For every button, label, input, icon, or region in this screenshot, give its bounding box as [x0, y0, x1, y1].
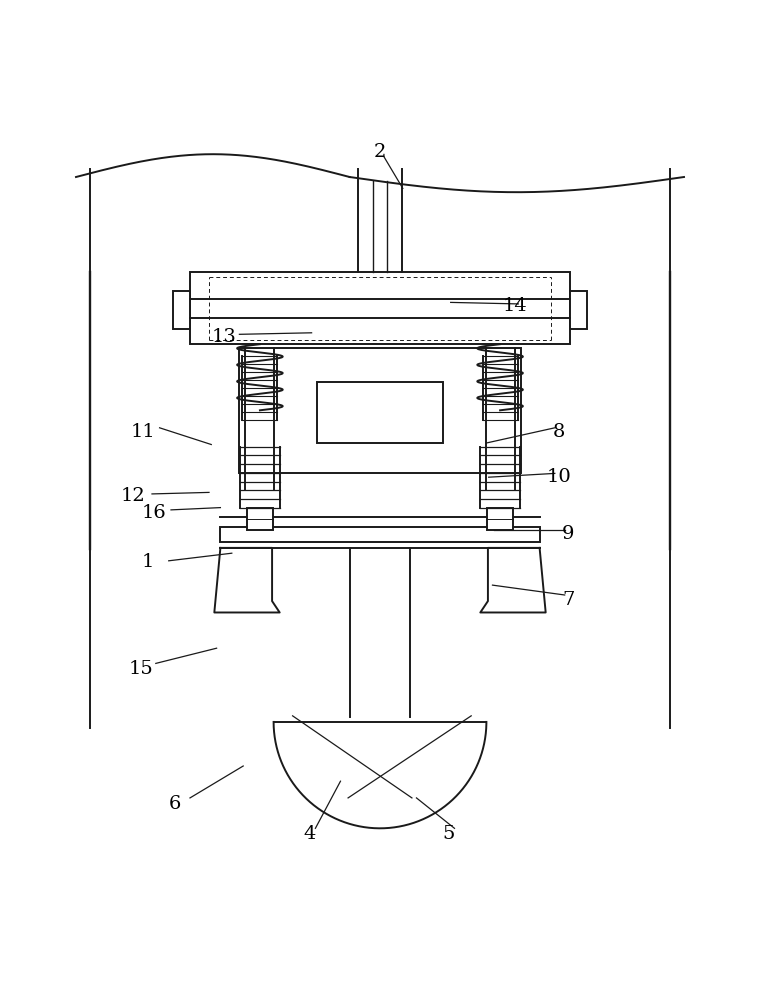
Bar	[173, 291, 190, 329]
Text: 2: 2	[374, 143, 386, 161]
Text: 9: 9	[562, 525, 575, 543]
Bar	[190, 272, 570, 344]
Text: 4: 4	[304, 825, 316, 843]
Bar	[247, 508, 273, 530]
Text: 11: 11	[131, 423, 155, 441]
Text: 7: 7	[562, 591, 575, 609]
Text: 10: 10	[546, 468, 571, 486]
Bar	[570, 291, 587, 329]
Bar	[220, 527, 540, 542]
Text: 6: 6	[169, 795, 181, 813]
Polygon shape	[214, 548, 280, 612]
Text: 1: 1	[142, 553, 154, 571]
Bar	[318, 382, 442, 443]
Bar	[239, 348, 521, 473]
Polygon shape	[480, 548, 546, 612]
Text: 8: 8	[553, 423, 565, 441]
Text: 16: 16	[142, 504, 166, 522]
Text: 12: 12	[121, 487, 145, 505]
Text: 5: 5	[442, 825, 454, 843]
Bar	[487, 508, 513, 530]
Text: 14: 14	[503, 297, 527, 315]
Text: 13: 13	[212, 328, 236, 346]
Text: 15: 15	[128, 660, 153, 678]
